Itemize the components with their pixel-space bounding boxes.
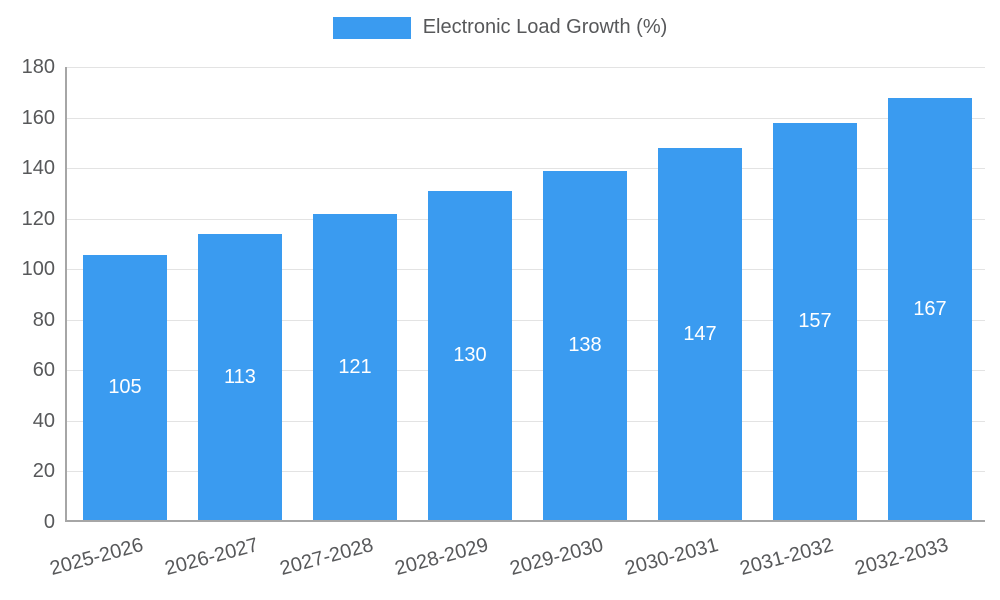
y-tick-label: 20 <box>32 460 55 483</box>
bar-value-label: 130 <box>453 344 487 366</box>
bar-2029-2030[interactable]: 138 <box>543 171 627 520</box>
y-tick-label: 40 <box>32 409 55 432</box>
gridline <box>67 471 985 473</box>
y-tick-label: 120 <box>21 207 55 230</box>
y-tick-label: 140 <box>21 157 55 180</box>
bar-2028-2029[interactable]: 130 <box>428 191 512 520</box>
bar-value-label: 138 <box>568 334 602 356</box>
bar-value-label: 121 <box>338 355 372 378</box>
bar-2025-2026[interactable]: 105 <box>83 255 167 520</box>
y-tick-label: 0 <box>43 511 55 533</box>
legend-label: Electronic Load Growth (%) <box>422 16 668 38</box>
gridline <box>67 370 985 372</box>
y-tick-label: 80 <box>32 308 55 331</box>
gridline <box>67 420 985 422</box>
y-tick-label: 100 <box>21 258 55 281</box>
bar-2027-2028[interactable]: 121 <box>313 214 397 520</box>
chart-legend[interactable]: Electronic Load Growth (%) <box>0 16 1000 39</box>
gridline <box>67 168 985 170</box>
gridline <box>67 319 985 321</box>
plot-area: 0 20 40 60 80 100 120 140 160 180 105 2025-2026 113 2… <box>22 56 985 580</box>
gridline <box>67 218 985 220</box>
bar-value-label: 147 <box>683 322 717 345</box>
y-tick-label: 180 <box>21 56 55 78</box>
legend-swatch <box>332 16 411 39</box>
gridline <box>67 117 985 119</box>
y-tick-label: 160 <box>21 106 55 129</box>
bar-2032-2033[interactable]: 167 <box>888 98 972 520</box>
bar-value-label: 167 <box>913 297 947 320</box>
gridline <box>67 269 985 271</box>
bar-value-label: 157 <box>798 310 832 332</box>
bar-value-label: 105 <box>108 376 142 398</box>
bar-2030-2031[interactable]: 147 <box>658 148 742 520</box>
bar-2031-2032[interactable]: 157 <box>773 123 857 520</box>
bar-value-label: 113 <box>224 365 256 388</box>
gridline <box>67 67 985 68</box>
bar-2026-2027[interactable]: 113 <box>198 234 282 520</box>
y-tick-label: 60 <box>32 359 55 382</box>
